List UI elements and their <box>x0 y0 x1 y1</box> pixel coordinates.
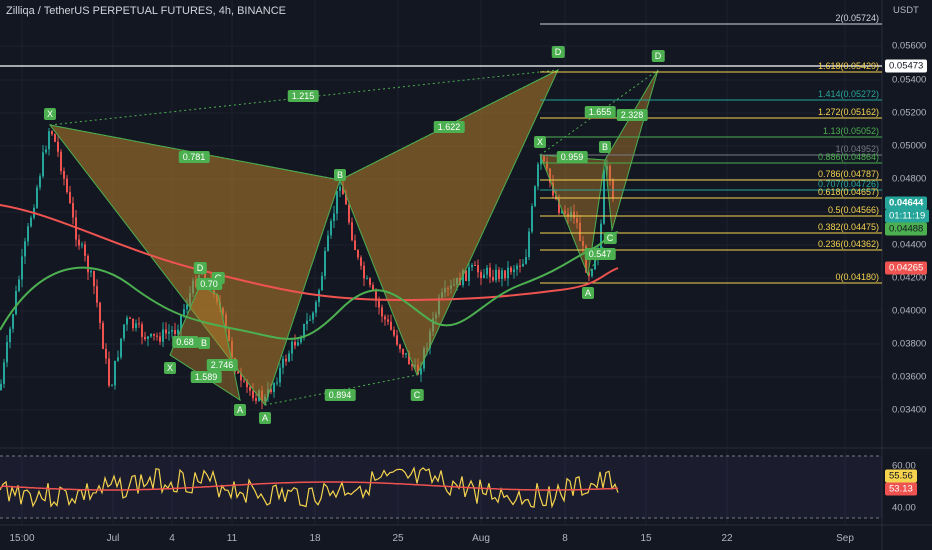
pattern-ratio: 2.328 <box>616 109 648 121</box>
pattern-ratio: 1.655 <box>584 106 616 118</box>
moving-averages <box>0 204 619 340</box>
date-tick: Jul <box>106 533 120 544</box>
fib-level-label: 1.13(0.05052) <box>822 126 879 136</box>
pattern-point-x: X <box>163 362 177 374</box>
price-tick: 0.03600 <box>892 371 927 383</box>
symbol-title[interactable]: Zilliqa / TetherUS PERPETUAL FUTURES, 4h… <box>6 5 286 17</box>
pattern-point-c: C <box>410 389 424 401</box>
pattern-ratio: 2.746 <box>206 359 238 371</box>
horizontal-line-price-badge[interactable]: 0.05473 <box>885 59 928 73</box>
date-tick: 15 <box>640 533 652 544</box>
rsi-pane <box>0 455 882 519</box>
price-tick: 0.04000 <box>892 305 927 317</box>
fib-level-label: 2(0.05724) <box>835 13 879 23</box>
fib-level-label: 0.786(0.04787) <box>817 169 879 179</box>
pattern-point-d: D <box>651 50 665 62</box>
date-tick: 25 <box>392 533 404 544</box>
fib-level-label: 1(0.04952) <box>835 144 879 154</box>
pattern-point-a: A <box>233 404 247 416</box>
fib-level-label: 0.707(0.04726) <box>817 179 879 189</box>
fib-level-label: 0.886(0.04864) <box>817 152 879 162</box>
price-tick: 0.04200 <box>892 272 927 284</box>
pattern-point-a: A <box>581 287 595 299</box>
price-tick: 0.03400 <box>892 404 927 416</box>
pattern-point-d: D <box>551 46 565 58</box>
rsi-tick-60: 60.00 <box>892 460 916 472</box>
date-tick: 18 <box>309 533 321 544</box>
rsi-tick-40: 40.00 <box>892 502 916 514</box>
fib-level-label: 0(0.04180) <box>835 272 879 282</box>
date-tick: 4 <box>169 533 175 544</box>
last-price-badge: 0.04644 <box>885 196 928 210</box>
date-tick: 22 <box>721 533 733 544</box>
pattern-point-x: X <box>533 136 547 148</box>
date-tick: Sep <box>836 533 854 544</box>
fib-level-label: 1.272(0.05162) <box>817 107 879 117</box>
pattern-point-x: X <box>43 108 57 120</box>
fib-level-label: 0.382(0.04475) <box>817 222 879 232</box>
pattern-ratio: 0.547 <box>584 248 616 260</box>
pattern-ratio: 1.215 <box>287 90 319 102</box>
fib-level-label: 0.236(0.04362) <box>817 239 879 249</box>
date-tick: 11 <box>226 533 238 544</box>
pattern-point-b: B <box>197 337 211 349</box>
pattern-point-b: B <box>333 169 347 181</box>
fib-level-label: 0.618(0.04657) <box>817 187 879 197</box>
pattern-ratio: 0.68 <box>172 336 198 348</box>
pattern-point-b: B <box>598 141 612 153</box>
ma-fast-badge: 0.04488 <box>885 222 928 236</box>
ma-slow-badge: 0.04265 <box>885 261 928 275</box>
pattern-point-a: A <box>258 412 272 424</box>
pattern-ratio: 0.781 <box>178 151 210 163</box>
price-tick: 0.05600 <box>892 40 927 52</box>
pattern-ratio: 0.70 <box>196 278 222 290</box>
date-tick: Aug <box>472 533 490 544</box>
pattern-ratio: 0.959 <box>556 151 588 163</box>
rsi-signal-badge: 53.13 <box>885 482 917 496</box>
price-tick: 0.04800 <box>892 173 927 185</box>
bar-countdown-badge: 01:11:19 <box>885 209 930 223</box>
pattern-ratio: 1.589 <box>190 371 222 383</box>
fib-level-label: 1.414(0.05272) <box>817 89 879 99</box>
fib-extension-lines <box>0 23 882 284</box>
price-tick: 0.04400 <box>892 239 927 251</box>
harmonic-patterns <box>48 68 659 407</box>
price-tick: 0.05200 <box>892 107 927 119</box>
date-tick: 8 <box>562 533 568 544</box>
pattern-ratio: 1.622 <box>433 121 465 133</box>
pattern-ratio: 0.894 <box>324 389 356 401</box>
fib-level-label: 0.5(0.04566) <box>827 205 879 215</box>
date-tick: 15:00 <box>9 533 35 544</box>
fib-level-label: 1.618(0.05429) <box>817 61 879 71</box>
rsi-value-badge: 55.56 <box>885 469 917 483</box>
pattern-point-d: D <box>193 262 207 274</box>
price-tick: 0.03800 <box>892 338 927 350</box>
price-tick: 0.05400 <box>892 74 927 86</box>
pattern-point-c: C <box>603 232 617 244</box>
price-tick: 0.05000 <box>892 140 927 152</box>
currency-label: USDT <box>893 5 919 16</box>
